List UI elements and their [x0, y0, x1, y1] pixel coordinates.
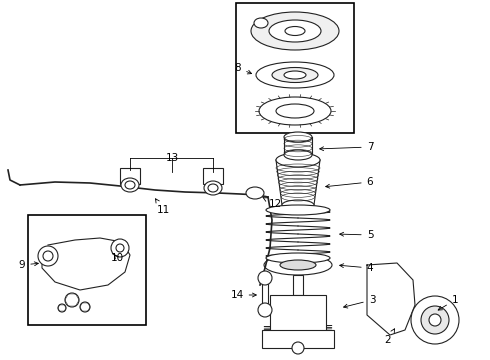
Ellipse shape: [204, 181, 222, 195]
Text: 8: 8: [235, 63, 251, 74]
Ellipse shape: [272, 68, 318, 82]
Circle shape: [116, 244, 124, 252]
Text: 11: 11: [155, 199, 170, 215]
Ellipse shape: [282, 200, 314, 210]
Ellipse shape: [276, 153, 320, 167]
Text: 1: 1: [438, 295, 458, 310]
Ellipse shape: [285, 27, 305, 36]
Circle shape: [65, 293, 79, 307]
Text: 10: 10: [110, 253, 123, 263]
Circle shape: [258, 271, 272, 285]
Text: 7: 7: [319, 142, 373, 152]
Circle shape: [38, 246, 58, 266]
Text: 2: 2: [385, 329, 394, 345]
Ellipse shape: [254, 18, 268, 28]
Ellipse shape: [208, 184, 218, 192]
Bar: [203, 168, 223, 184]
Bar: [270, 295, 326, 345]
Text: 12: 12: [263, 198, 282, 209]
Circle shape: [43, 251, 53, 261]
Text: 14: 14: [230, 290, 256, 300]
Bar: [28, 215, 146, 325]
Ellipse shape: [284, 132, 312, 142]
Bar: [293, 275, 303, 295]
Bar: [262, 278, 268, 310]
Circle shape: [411, 296, 459, 344]
Text: 3: 3: [343, 295, 375, 308]
Bar: [262, 330, 334, 348]
Ellipse shape: [284, 150, 312, 160]
Bar: [120, 168, 140, 184]
Ellipse shape: [246, 187, 264, 199]
Text: 5: 5: [340, 230, 373, 240]
Ellipse shape: [269, 20, 321, 42]
Ellipse shape: [266, 205, 330, 215]
Ellipse shape: [284, 71, 306, 79]
Ellipse shape: [266, 253, 330, 263]
Ellipse shape: [264, 255, 332, 275]
Circle shape: [58, 304, 66, 312]
Polygon shape: [367, 263, 415, 335]
Ellipse shape: [121, 178, 139, 192]
Ellipse shape: [259, 97, 331, 125]
Circle shape: [80, 302, 90, 312]
Ellipse shape: [251, 12, 339, 50]
Text: 9: 9: [19, 260, 38, 270]
Circle shape: [292, 342, 304, 354]
Ellipse shape: [280, 260, 316, 270]
Text: 6: 6: [326, 177, 373, 188]
Text: 13: 13: [166, 153, 179, 163]
Circle shape: [258, 303, 272, 317]
Circle shape: [421, 306, 449, 334]
Circle shape: [111, 239, 129, 257]
Polygon shape: [42, 238, 130, 290]
Ellipse shape: [256, 62, 334, 88]
Circle shape: [429, 314, 441, 326]
Ellipse shape: [125, 181, 135, 189]
Text: 4: 4: [340, 263, 373, 273]
Ellipse shape: [276, 104, 314, 118]
Bar: [236, 3, 354, 133]
